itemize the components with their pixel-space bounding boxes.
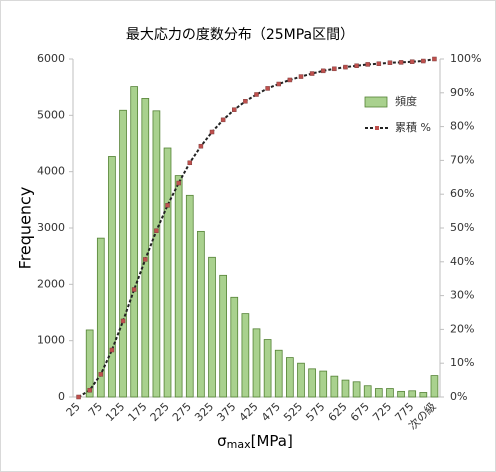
bar (408, 390, 417, 398)
line-marker (332, 66, 337, 72)
bar (319, 370, 328, 398)
line-marker (154, 228, 159, 233)
line-marker (365, 62, 370, 67)
bar (341, 379, 350, 398)
bar (219, 274, 227, 398)
line-marker (343, 64, 348, 70)
y2-tick-label: 60% (450, 187, 474, 200)
legend-label: 累積 % (395, 120, 431, 134)
bar (130, 86, 139, 398)
y2-tick-label: 100% (450, 52, 481, 65)
bar (374, 388, 383, 398)
line-marker (76, 394, 81, 400)
bar (96, 237, 105, 398)
line-marker (243, 99, 248, 104)
line-marker (254, 92, 259, 97)
line-marker (298, 74, 304, 79)
bar (208, 256, 216, 398)
line-marker (387, 60, 393, 65)
bar (152, 110, 161, 398)
line-marker (354, 63, 359, 69)
line-marker (176, 180, 181, 186)
y-tick-label: 0 (58, 390, 65, 403)
bar (174, 175, 183, 398)
bar (397, 390, 405, 398)
y-tick-label: 4000 (37, 165, 65, 178)
line-marker (131, 287, 137, 292)
bar (241, 313, 250, 398)
bar (308, 368, 316, 398)
bar (363, 385, 372, 398)
y-tick-label: 3000 (37, 221, 65, 234)
y-tick-label: 1000 (37, 334, 65, 347)
legend-swatch (364, 96, 388, 108)
line-marker (165, 203, 170, 208)
line-marker (109, 347, 115, 353)
y2-tick-label: 80% (450, 120, 474, 133)
line-marker (265, 86, 270, 91)
y-tick-label: 6000 (37, 52, 65, 65)
line-marker (209, 129, 215, 135)
line-marker (98, 372, 104, 377)
line-marker (220, 117, 226, 123)
line-marker (276, 81, 281, 87)
y2-tick-label: 90% (450, 86, 474, 99)
legend-label: 頻度 (395, 94, 417, 108)
y2-tick-label: 50% (450, 221, 474, 234)
line-marker (232, 107, 237, 112)
line-marker (398, 60, 404, 65)
y2-tick-label: 70% (450, 153, 474, 166)
y-axis-label: Frequency (16, 187, 35, 270)
x-axis-label: σmax[MPa] (217, 432, 293, 452)
line-marker (120, 318, 126, 324)
line-marker (432, 56, 437, 62)
chart-title: 最大応力の度数分布（25MPa区間） (126, 27, 354, 43)
line-marker (376, 61, 382, 66)
bar (230, 296, 239, 398)
line-marker (409, 59, 415, 64)
bar (297, 362, 305, 398)
x-label-symbol: σ (217, 432, 227, 450)
line-marker (87, 387, 92, 393)
bar (163, 147, 172, 398)
y-tick-label: 5000 (37, 108, 65, 121)
x-label-unit: [MPa] (251, 432, 293, 450)
y2-tick-label: 20% (450, 322, 474, 335)
line-marker (187, 160, 193, 166)
bar (185, 194, 194, 398)
bar (330, 375, 339, 398)
bar (263, 339, 272, 398)
cumulative-line (78, 58, 435, 398)
bar (119, 109, 127, 398)
y2-tick-label: 10% (450, 356, 474, 369)
line-marker (287, 77, 293, 83)
line-marker (320, 68, 326, 74)
line-marker (309, 71, 315, 76)
bar (85, 329, 94, 398)
x-label-subscript: max (227, 438, 251, 451)
y2-tick-label: 0% (450, 390, 467, 403)
bar (274, 349, 283, 398)
bar (252, 328, 261, 398)
y2-tick-label: 30% (450, 289, 474, 302)
legend-marker (375, 126, 379, 130)
line-marker (421, 58, 426, 64)
bar (352, 381, 361, 398)
line-marker (198, 143, 204, 149)
bar (386, 388, 394, 398)
bar (419, 392, 428, 398)
bar (197, 230, 205, 398)
y2-tick-label: 40% (450, 255, 474, 268)
line-marker (143, 257, 148, 262)
bar (430, 375, 439, 398)
bar (141, 98, 150, 398)
bar (108, 156, 116, 398)
bar (286, 357, 294, 398)
y-tick-label: 2000 (37, 277, 65, 290)
